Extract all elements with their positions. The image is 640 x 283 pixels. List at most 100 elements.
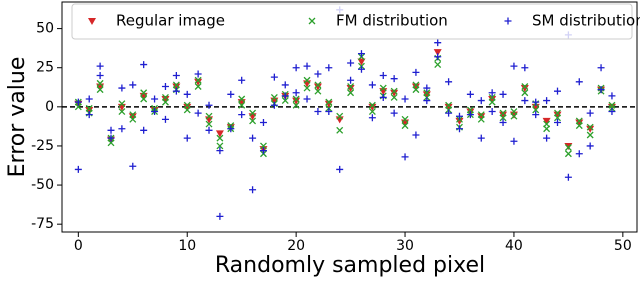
point: [151, 108, 159, 116]
point: [183, 90, 191, 98]
point: [314, 70, 322, 78]
y-axis-label: Error value: [5, 57, 30, 178]
point: [85, 106, 94, 114]
point: [96, 62, 104, 70]
point: [608, 108, 616, 116]
point: [270, 73, 278, 81]
point: [575, 78, 583, 86]
point: [292, 97, 301, 105]
point: [347, 83, 355, 90]
point: [488, 108, 496, 116]
y-tick-label: 50: [36, 21, 54, 37]
point: [422, 91, 431, 99]
point: [347, 76, 355, 84]
legend-marker: [308, 17, 316, 25]
point: [292, 95, 300, 103]
point: [336, 165, 344, 173]
point: [466, 111, 474, 119]
point: [335, 116, 344, 124]
point: [260, 142, 267, 150]
legend-label: SM distribution: [532, 12, 640, 30]
point: [314, 87, 322, 95]
point: [314, 81, 322, 89]
point: [368, 103, 377, 111]
point: [74, 98, 82, 106]
point: [379, 72, 387, 80]
point: [510, 137, 518, 145]
point: [303, 84, 311, 92]
point: [281, 97, 289, 105]
point: [161, 96, 170, 104]
point: [303, 76, 311, 84]
point: [575, 150, 583, 158]
point: [107, 139, 115, 147]
point: [249, 109, 257, 117]
point: [107, 134, 115, 142]
point: [499, 118, 507, 126]
point: [74, 165, 82, 173]
point: [477, 115, 485, 123]
x-tick-label: 0: [74, 238, 83, 254]
point: [118, 108, 126, 115]
x-tick-label: 10: [178, 238, 196, 254]
point: [248, 113, 257, 121]
point: [477, 134, 485, 142]
point: [259, 147, 267, 155]
point: [455, 112, 463, 120]
point: [85, 95, 93, 103]
point: [292, 64, 300, 72]
point: [597, 64, 605, 72]
point: [401, 115, 409, 123]
point: [216, 142, 224, 150]
point: [74, 103, 82, 111]
point: [564, 173, 572, 181]
point: [238, 111, 246, 119]
point: [390, 75, 398, 83]
point: [499, 111, 508, 119]
point: [554, 114, 561, 122]
point: [521, 89, 529, 97]
point: [227, 90, 235, 98]
point: [488, 98, 496, 106]
point: [314, 108, 322, 116]
point: [586, 125, 595, 133]
point: [259, 118, 267, 126]
point: [543, 125, 551, 133]
point: [183, 106, 191, 114]
legend-marker: [88, 18, 96, 25]
point: [390, 87, 398, 95]
point: [303, 80, 312, 88]
point: [434, 53, 442, 61]
point: [96, 72, 104, 80]
point: [510, 112, 518, 120]
point: [434, 39, 442, 47]
point: [532, 111, 540, 119]
point: [379, 93, 387, 101]
point: [542, 117, 551, 125]
point: [205, 116, 214, 124]
point: [325, 64, 333, 72]
point: [521, 83, 529, 90]
point: [553, 111, 562, 119]
point: [357, 65, 365, 73]
point: [347, 89, 355, 97]
point: [586, 131, 594, 139]
point: [172, 83, 181, 91]
point: [455, 117, 464, 125]
point: [466, 90, 474, 98]
point: [564, 142, 573, 150]
point: [292, 101, 300, 109]
point: [140, 61, 148, 69]
point: [128, 113, 137, 121]
x-tick-label: 40: [505, 238, 523, 254]
point: [543, 97, 551, 105]
point: [303, 95, 311, 103]
point: [118, 84, 126, 92]
point: [499, 90, 507, 98]
point: [238, 76, 246, 84]
y-tick-label: 25: [36, 60, 54, 76]
point: [401, 95, 409, 103]
point: [96, 79, 104, 87]
point: [140, 95, 148, 103]
point: [205, 101, 213, 109]
